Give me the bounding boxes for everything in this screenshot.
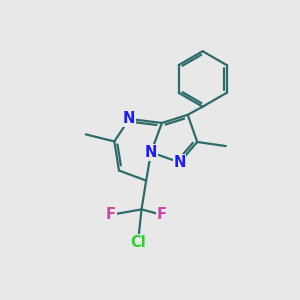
Text: F: F <box>106 207 116 222</box>
Text: N: N <box>145 145 157 160</box>
Text: N: N <box>173 155 186 170</box>
Text: F: F <box>157 207 167 222</box>
Text: Cl: Cl <box>130 235 146 250</box>
Text: N: N <box>123 111 136 126</box>
